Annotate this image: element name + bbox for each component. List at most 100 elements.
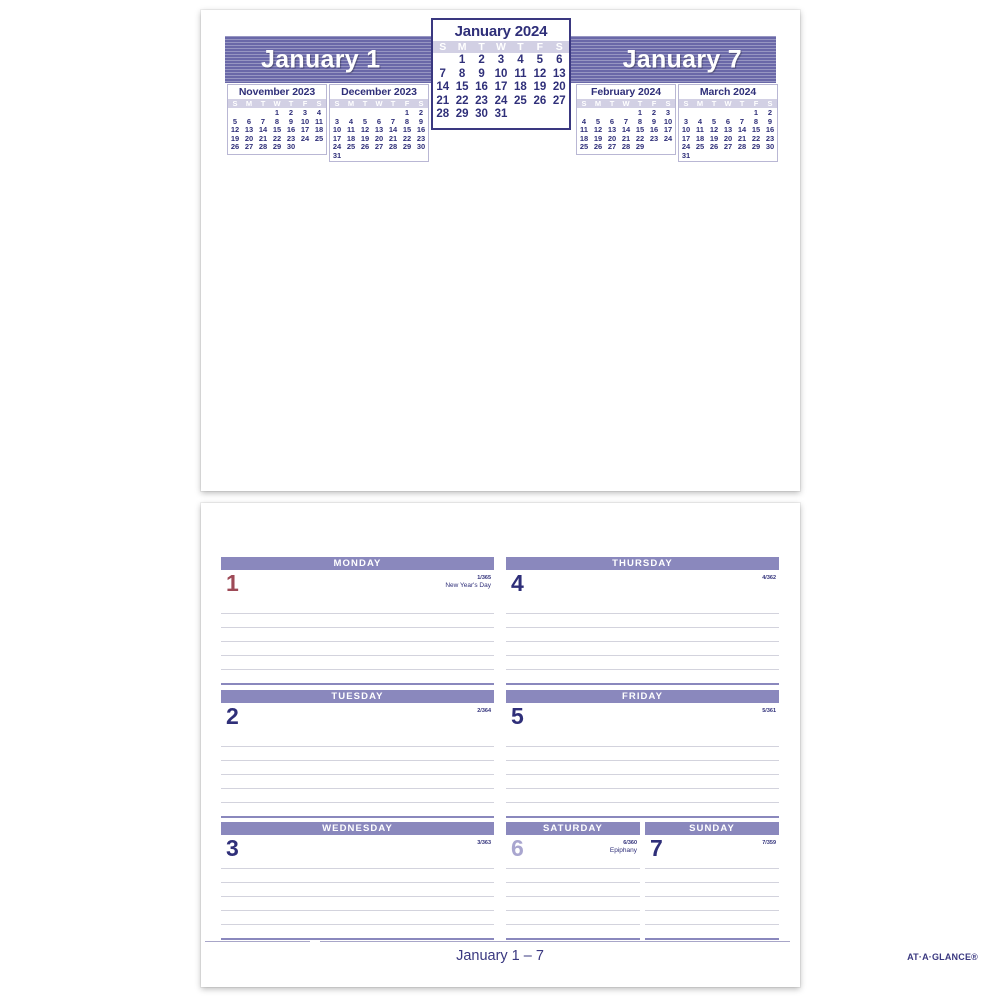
day-number: 2 (226, 703, 239, 729)
day-note-area[interactable]: 2 2/364 (221, 703, 494, 818)
month-cell-day: 19 (593, 133, 603, 143)
writing-line[interactable] (645, 897, 779, 911)
day-note-area[interactable]: 6 6/360 Epiphany (506, 835, 640, 940)
writing-line[interactable] (506, 656, 779, 670)
writing-line[interactable] (506, 761, 779, 775)
dow-cell: T (288, 99, 294, 108)
day-note-area[interactable]: 7 7/359 (645, 835, 779, 940)
writing-line[interactable] (221, 775, 494, 789)
writing-line-bottom[interactable] (221, 803, 494, 818)
writing-line[interactable] (221, 600, 494, 614)
month-cell-day: 2 (418, 108, 424, 117)
writing-line[interactable] (221, 869, 494, 883)
writing-line-bottom[interactable] (506, 670, 779, 685)
month-cell-day: 16 (475, 81, 488, 94)
day-block-saturday[interactable]: SATURDAY 6 6/360 Epiphany (506, 822, 640, 940)
writing-line[interactable] (221, 628, 494, 642)
month-cell-day: 30 (765, 142, 775, 152)
month-cell-day: 23 (765, 133, 775, 143)
writing-line[interactable] (221, 897, 494, 911)
writing-line-bottom[interactable] (506, 925, 640, 940)
writing-line[interactable] (506, 614, 779, 628)
mini-month-title: December 2023 (341, 86, 417, 98)
writing-line[interactable] (645, 911, 779, 925)
day-note-area[interactable]: 3 3/363 (221, 835, 494, 940)
month-cell-day: 16 (649, 125, 659, 135)
writing-line[interactable] (221, 883, 494, 897)
day-block-monday[interactable]: MONDAY 1 1/365 New Year's Day (221, 557, 494, 685)
month-cell-day: 27 (374, 142, 384, 152)
writing-line[interactable] (221, 911, 494, 925)
month-cell-day: 26 (593, 142, 603, 152)
day-block-tuesday[interactable]: TUESDAY 2 2/364 (221, 690, 494, 818)
writing-line[interactable] (221, 733, 494, 747)
month-cell-day: 14 (388, 125, 398, 135)
writing-line[interactable] (506, 747, 779, 761)
month-cell-day: 18 (314, 125, 324, 135)
month-cell-day: 22 (635, 133, 645, 143)
month-cell-day: 28 (258, 142, 268, 152)
writing-line-bottom[interactable] (645, 925, 779, 940)
writing-line[interactable] (221, 761, 494, 775)
month-cell-day: 6 (609, 116, 615, 126)
day-block-wednesday[interactable]: WEDNESDAY 3 3/363 (221, 822, 494, 940)
dow-cell: S (334, 99, 340, 108)
writing-line[interactable] (645, 869, 779, 883)
month-cell-day: 23 (475, 94, 488, 107)
writing-line[interactable] (506, 897, 640, 911)
day-block-sunday[interactable]: SUNDAY 7 7/359 (645, 822, 779, 940)
day-note-area[interactable]: 1 1/365 New Year's Day (221, 570, 494, 685)
writing-line-bottom[interactable] (506, 803, 779, 818)
writing-line[interactable] (506, 775, 779, 789)
writing-line[interactable] (506, 628, 779, 642)
writing-line[interactable] (221, 656, 494, 670)
dow-cell: S (581, 99, 587, 108)
month-cell-day: 12 (593, 125, 603, 135)
mini-month-title: November 2023 (238, 86, 316, 98)
month-cell-day: 30 (286, 142, 296, 152)
writing-line[interactable] (506, 789, 779, 803)
month-cell-day: 13 (723, 125, 733, 135)
writing-line[interactable] (506, 642, 779, 656)
day-name-header: SATURDAY (506, 822, 640, 835)
writing-line[interactable] (506, 911, 640, 925)
month-cell-day: 2 (288, 108, 294, 117)
month-cell-day: 14 (621, 125, 631, 135)
day-block-thursday[interactable]: THURSDAY 4 4/362 (506, 557, 779, 685)
month-cell-day: 7 (390, 116, 396, 126)
dow-cell: T (260, 99, 266, 108)
writing-line[interactable] (506, 733, 779, 747)
month-cell-day: 19 (230, 133, 240, 143)
writing-line[interactable] (645, 855, 779, 869)
day-block-friday[interactable]: FRIDAY 5 5/361 (506, 690, 779, 818)
writing-line-bottom[interactable] (221, 670, 494, 685)
writing-line[interactable] (221, 855, 494, 869)
writing-line[interactable] (221, 614, 494, 628)
month-cell-day: 18 (579, 133, 589, 143)
day-meta: 5/361 (762, 707, 776, 715)
day-of-year: 6/360 (623, 840, 637, 846)
day-note-area[interactable]: 5 5/361 (506, 703, 779, 818)
month-cell-day: 3 (665, 108, 671, 117)
writing-line[interactable] (506, 883, 640, 897)
dow-cell: S (555, 41, 563, 53)
writing-line[interactable] (221, 789, 494, 803)
writing-line-bottom[interactable] (221, 925, 494, 940)
day-name-header: MONDAY (221, 557, 494, 570)
writing-line[interactable] (506, 855, 640, 869)
dow-cell: W (273, 99, 281, 108)
day-name-header: WEDNESDAY (221, 822, 494, 835)
writing-line[interactable] (645, 883, 779, 897)
writing-line[interactable] (506, 869, 640, 883)
writing-line[interactable] (221, 642, 494, 656)
month-cell-day: 8 (637, 116, 643, 126)
dow-cell: W (375, 99, 383, 108)
writing-line[interactable] (221, 747, 494, 761)
writing-line[interactable] (506, 600, 779, 614)
day-note-area[interactable]: 4 4/362 (506, 570, 779, 685)
